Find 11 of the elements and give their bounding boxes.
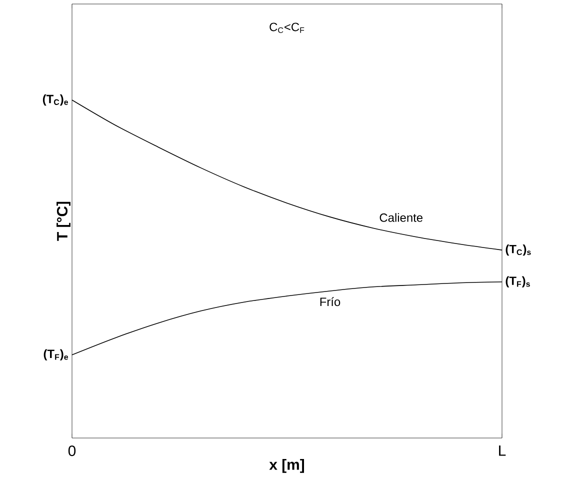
annotation: (T$_{C}$)$_{s}$ [506, 244, 531, 256]
y-axis-title: T [°C] [56, 202, 70, 241]
annotation: (T$_{F}$)$_{e}$ [44, 349, 68, 360]
series-label: Frío [320, 297, 340, 306]
text: C$_{C}$<C$_{F}$ [270, 22, 304, 33]
x-axis-title: x [m] [269, 458, 304, 473]
series-label: Caliente [380, 213, 423, 222]
annotation: (T$_{F}$)$_{s}$ [506, 276, 530, 288]
x-tick-label: L [499, 446, 506, 456]
x-tick-label: 0 [68, 446, 76, 456]
annotation: (T$_{C}$)$_{e}$ [42, 94, 68, 106]
